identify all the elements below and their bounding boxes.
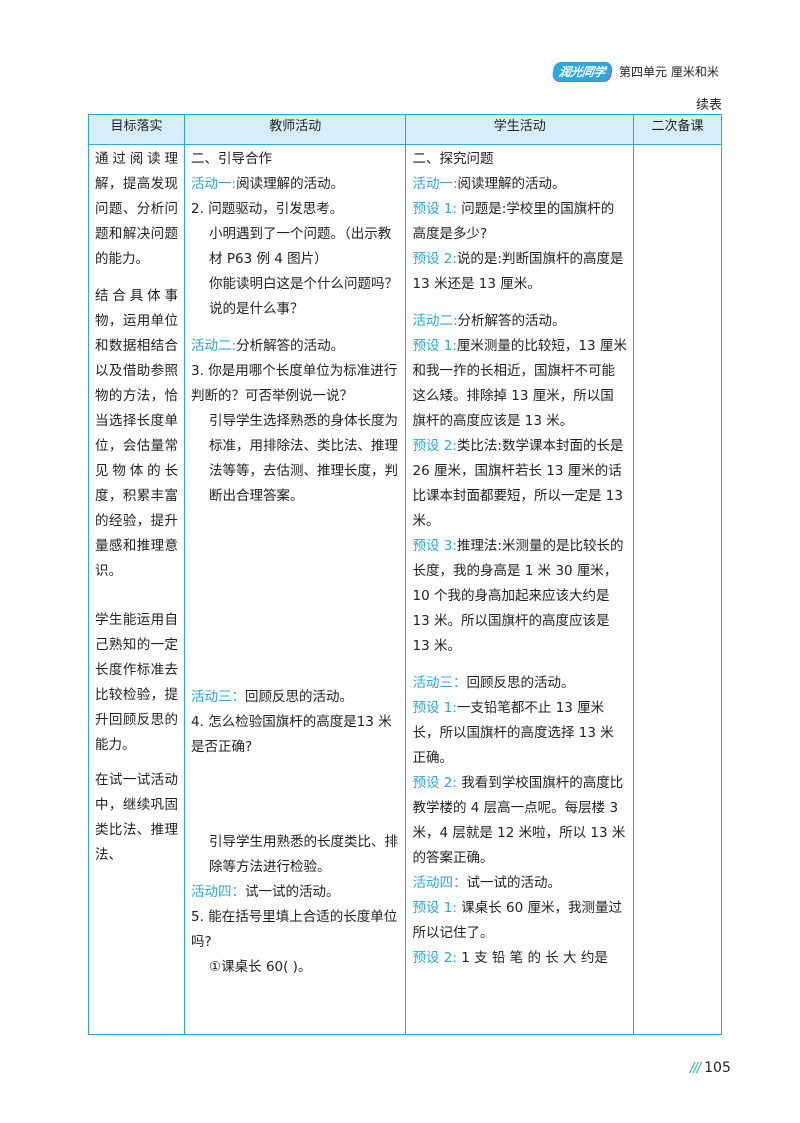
goal-paragraph: 在试一试活动中，继续巩固类比法、推理法、 [95,772,179,863]
page-header: 润光同学 第四单元 厘米和米 [551,60,719,82]
line-text: 阅读理解的活动。 [457,176,566,192]
line-text: 说的是:判断国旗杆的高度是 13 米还是 13 厘米。 [412,251,624,292]
activity-label: 活动二: [412,313,458,329]
header-teacher: 教师活动 [184,114,407,145]
line-text: 引导学生选择熟悉的身体长度为标准，用排除法、类比法、推理法等等，去估测、推理长度… [209,413,399,504]
student-line: 活动三：回顾反思的活动。 [412,671,627,696]
line-text: 二、探究问题 [412,151,494,167]
line-text: 二、引导合作 [191,151,273,167]
page-marker: /// [690,1060,701,1076]
line-text: ①课桌长 60( )。 [209,959,312,975]
teacher-line: 5. 能在括号里填上合适的长度单位吗? [191,905,399,955]
line-text: 你能读明白这是个什么问题吗？说的是什么事？ [209,276,399,317]
line-text: 小明遇到了一个问题。（出示教材 P63 例 4 图片） [209,226,392,267]
activity-label: 预设 2: [412,438,457,454]
teacher-line: 活动一:阅读理解的活动。 [191,172,399,197]
header-notes: 二次备课 [633,114,722,145]
teacher-line: 活动四：试一试的活动。 [191,880,399,905]
line-text: 阅读理解的活动。 [236,176,345,192]
line-text: 问题是:学校里的国旗杆的高度是多少? [412,201,615,242]
activity-label: 预设 1: [412,700,457,716]
activity-label: 活动一: [191,176,237,192]
header-goals: 目标落实 [87,114,186,145]
activity-label: 预设 2: [412,775,457,791]
continued-label: 续表 [695,98,722,113]
line-text: 试一试的活动。 [245,884,340,900]
teacher-line: 活动三：回顾反思的活动。 [191,685,399,710]
teacher-line: ①课桌长 60( )。 [191,955,399,980]
student-cell: 二、探究问题 活动一:阅读理解的活动。 预设 1: 问题是:学校里的国旗杆的高度是多… [405,144,634,1035]
line-text: 4. 怎么检验国旗杆的高度是13 米是否正确? [191,714,392,755]
activity-label: 预设 1: [412,338,457,354]
teacher-line: 引导学生选择熟悉的身体长度为标准，用排除法、类比法、推理法等等，去估测、推理长度… [191,409,399,509]
line-text: 回顾反思的活动。 [245,689,354,705]
activity-label: 预设 1: [412,201,457,217]
line-text: 课桌长 60 厘米，我测量过所以记住了。 [412,900,622,941]
student-line: 预设 2:类比法:数学课本封面的长是 26 厘米，国旗杆若长 13 厘米的话比课… [412,434,627,534]
activity-label: 活动三： [412,675,467,691]
goal-paragraph: 结合具体事物，运用单位和数据相结合以及借助参照物的方法，恰当选择长度单位，会估量… [95,288,179,579]
line-text: 分析解答的活动。 [236,338,345,354]
teacher-line: 活动二:分析解答的活动。 [191,334,399,359]
activity-label: 活动四： [191,884,246,900]
line-text: 类比法:数学课本封面的长是 26 厘米，国旗杆若长 13 厘米的话比课本封面都要… [412,438,624,529]
line-text: 我看到学校国旗杆的高度比教学楼的 4 层高一点呢。每层楼 3 米，4 层就是 1… [412,775,626,866]
line-text: 1 支 铅 笔 的 长 大 约是 [456,950,608,966]
student-line: 活动一:阅读理解的活动。 [412,172,627,197]
activity-label: 活动一: [412,176,458,192]
student-line: 预设 3:推理法:米测量的是比较长的长度，我的身高是 1 米 30 厘米，10 … [412,534,627,659]
activity-label: 预设 1: [412,900,457,916]
activity-label: 预设 2: [412,251,457,267]
student-line: 活动二:分析解答的活动。 [412,309,627,334]
student-line: 二、探究问题 [412,147,627,172]
line-text: 5. 能在括号里填上合适的长度单位吗? [191,909,398,950]
goal-paragraph: 学生能运用自己熟知的一定长度作标准去比较检验，提升回顾反思的能力。 [95,612,179,753]
student-line: 预设 2: 我看到学校国旗杆的高度比教学楼的 4 层高一点呢。每层楼 3 米，4… [412,771,627,871]
activity-label: 预设 3: [412,538,457,554]
page-number: 105 [704,1060,731,1076]
activity-label: 活动四： [412,875,467,891]
student-line: 预设 1: 问题是:学校里的国旗杆的高度是多少? [412,197,627,247]
page-number-area: /// 105 [690,1060,731,1076]
teacher-line: 你能读明白这是个什么问题吗？说的是什么事？ [191,272,399,322]
unit-title: 第四单元 厘米和米 [619,64,719,79]
teacher-line: 小明遇到了一个问题。（出示教材 P63 例 4 图片） [191,222,399,272]
student-line: 预设 1:一支铅笔都不止 13 厘米长，所以国旗杆的高度选择 13 米正确。 [412,696,627,771]
table-header-row: 目标落实 教师活动 学生活动 二次备课 [87,114,722,145]
line-text: 引导学生用熟悉的长度类比、排除等方法进行检验。 [209,834,399,875]
lesson-table: 目标落实 教师活动 学生活动 二次备课 通过阅读理解，提高发现问题、分析问题和解… [87,114,722,1035]
teacher-line: 二、引导合作 [191,147,399,172]
teacher-line: 4. 怎么检验国旗杆的高度是13 米是否正确? [191,710,399,760]
line-text: 回顾反思的活动。 [466,675,575,691]
header-student: 学生活动 [405,114,634,145]
publisher-logo: 润光同学 [551,61,613,81]
student-line: 预设 1:厘米测量的比较短，13 厘米和我一拃的长相近，国旗杆不可能这么矮。排除… [412,334,627,434]
activity-label: 活动三： [191,689,246,705]
table-row: 通过阅读理解，提高发现问题、分析问题和解决问题的能力。结合具体事物，运用单位和数… [87,144,722,1035]
line-text: 2. 问题驱动，引发思考。 [191,201,344,217]
goal-paragraph: 通过阅读理解，提高发现问题、分析问题和解决问题的能力。 [95,151,179,267]
line-text: 试一试的活动。 [466,875,561,891]
student-line: 活动四：试一试的活动。 [412,871,627,896]
goals-cell: 通过阅读理解，提高发现问题、分析问题和解决问题的能力。结合具体事物，运用单位和数… [87,144,186,1035]
notes-cell [633,144,722,1035]
teacher-line: 2. 问题驱动，引发思考。 [191,197,399,222]
student-line: 预设 2:说的是:判断国旗杆的高度是 13 米还是 13 厘米。 [412,247,627,297]
student-line: 预设 1: 课桌长 60 厘米，我测量过所以记住了。 [412,896,627,946]
activity-label: 预设 2: [412,950,457,966]
line-text: 分析解答的活动。 [457,313,566,329]
activity-label: 活动二: [191,338,237,354]
teacher-line: 引导学生用熟悉的长度类比、排除等方法进行检验。 [191,830,399,880]
student-line: 预设 2: 1 支 铅 笔 的 长 大 约是 [412,946,627,971]
line-text: 厘米测量的比较短，13 厘米和我一拃的长相近，国旗杆不可能这么矮。排除掉 13 … [412,338,627,429]
line-text: 推理法:米测量的是比较长的长度，我的身高是 1 米 30 厘米，10 个我的身高… [412,538,624,654]
teacher-line: 3. 你是用哪个长度单位为标准进行判断的？可否举例说一说？ [191,359,399,409]
line-text: 3. 你是用哪个长度单位为标准进行判断的？可否举例说一说？ [191,363,398,404]
teacher-cell: 二、引导合作 活动一:阅读理解的活动。 2. 问题驱动，引发思考。 小明遇到了一个问题… [184,144,407,1035]
line-text: 一支铅笔都不止 13 厘米长，所以国旗杆的高度选择 13 米正确。 [412,700,614,766]
